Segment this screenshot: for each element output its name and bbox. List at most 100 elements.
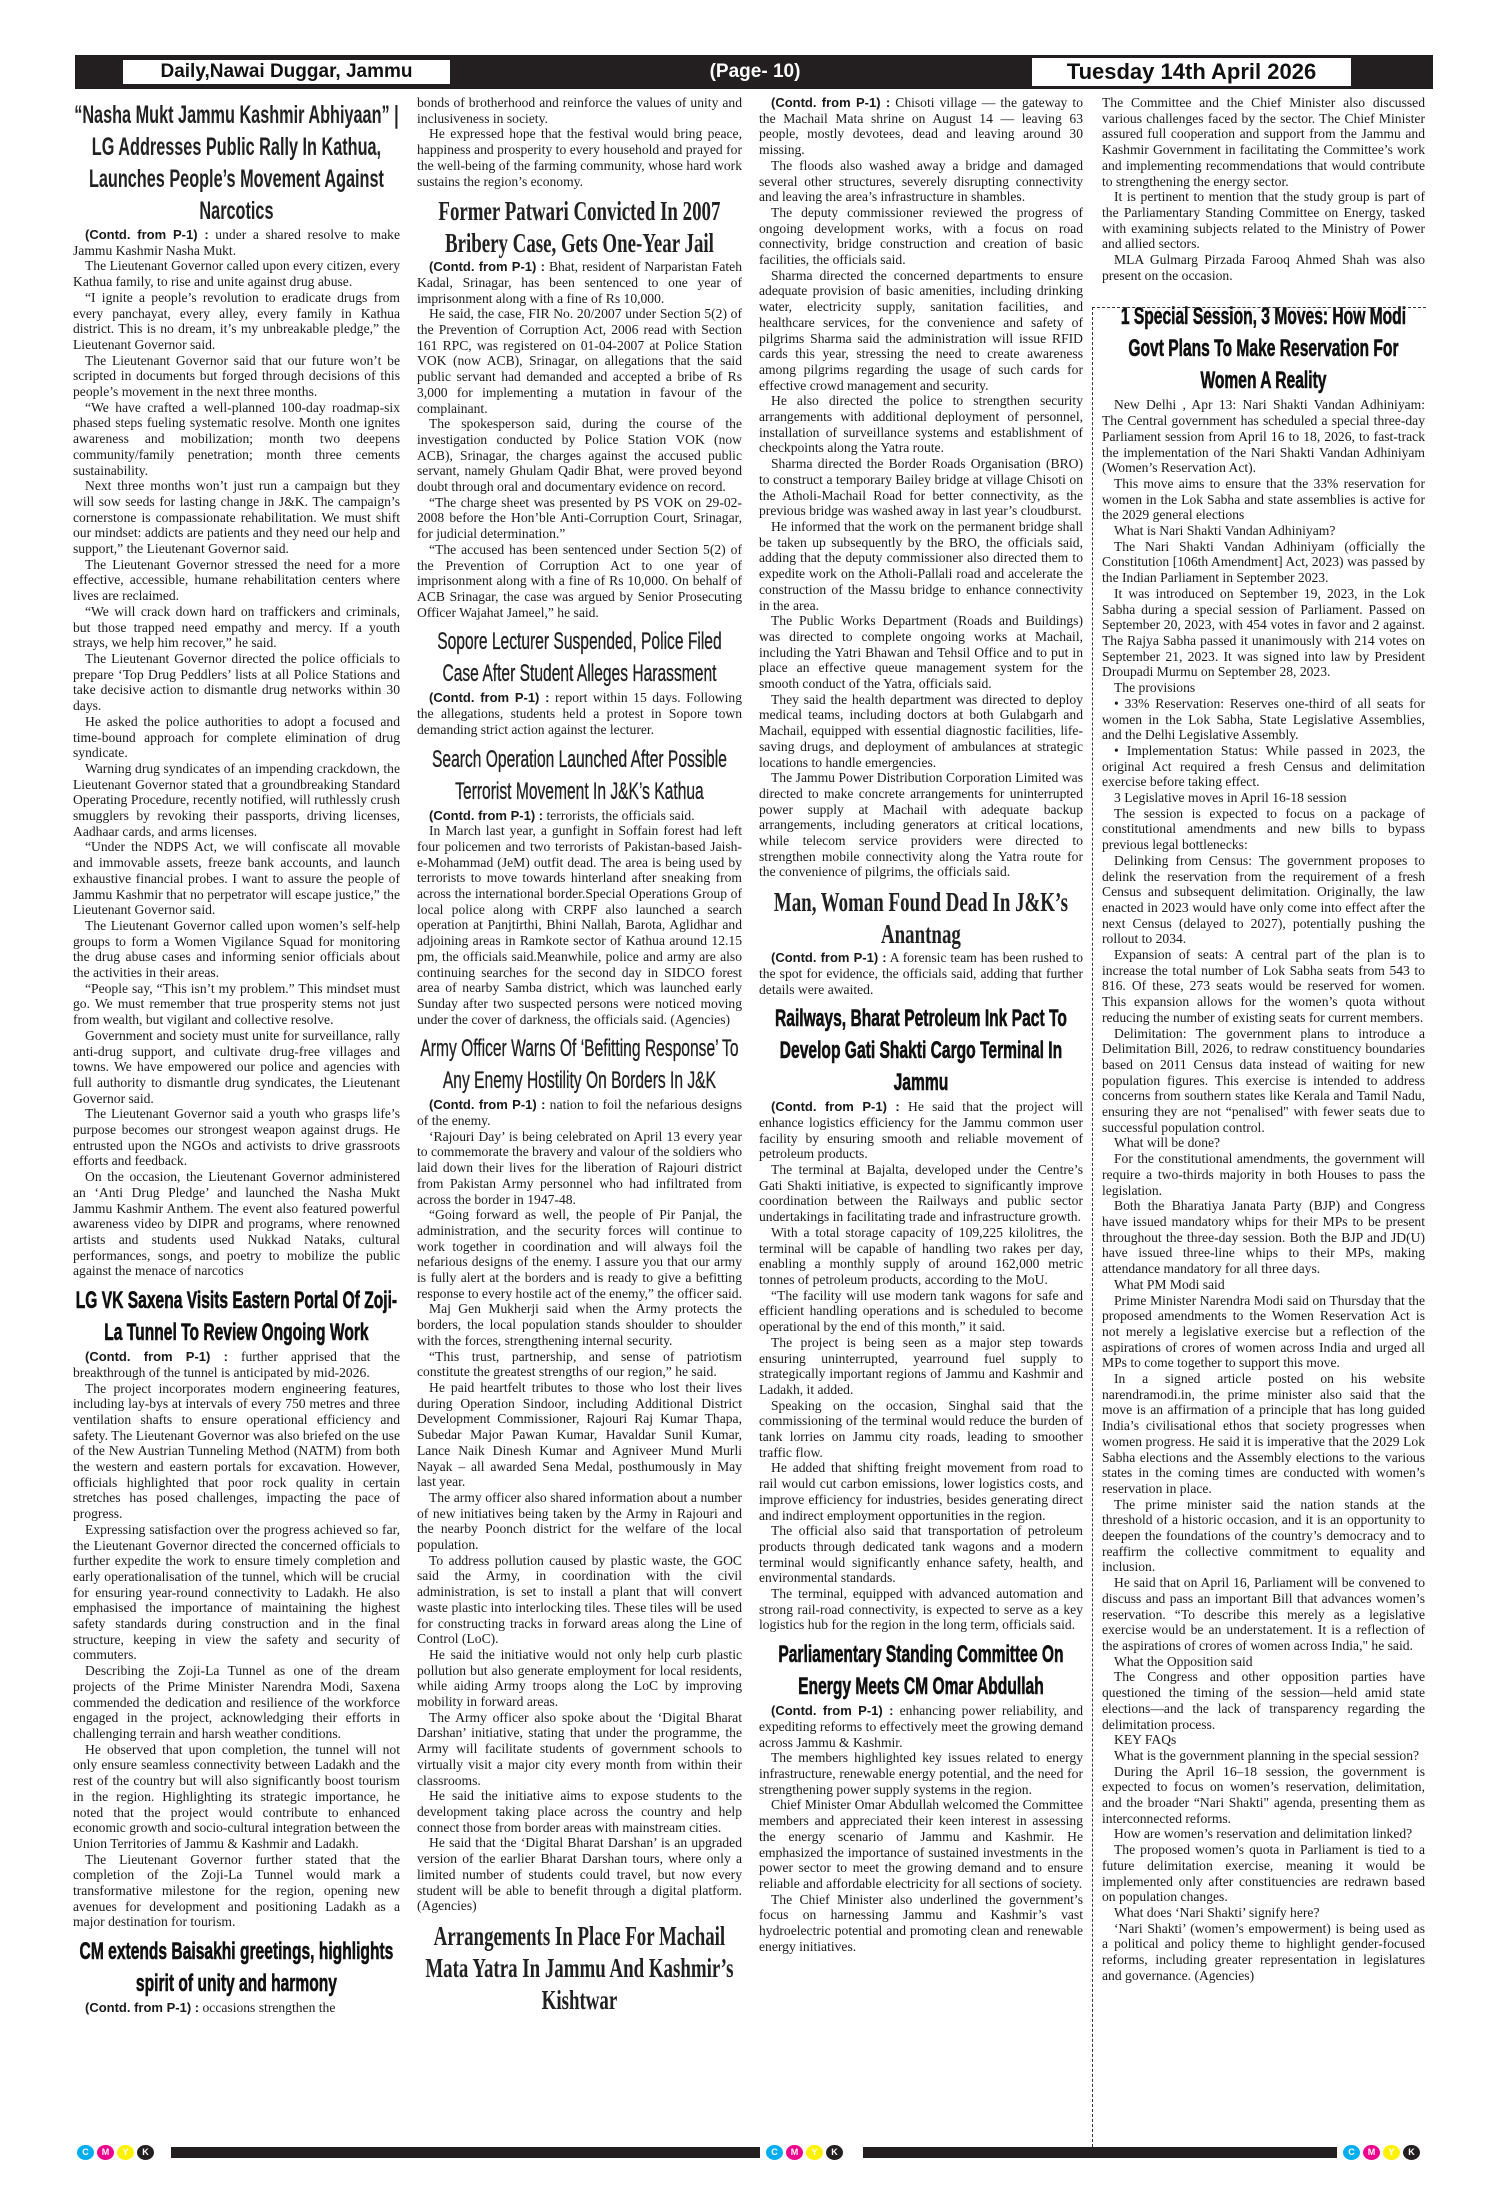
article-continuation: bonds of brotherhood and reinforce the v…: [417, 95, 742, 189]
paragraph-text: further apprised that the breakthrough o…: [73, 1349, 400, 1380]
article-paragraph: The deputy commissioner reviewed the pro…: [759, 204, 1083, 268]
article-paragraph: The proposed women’s quota in Parliament…: [1102, 1842, 1425, 1905]
article-paragraph: The project is being seen as a major ste…: [759, 1334, 1083, 1397]
article-paragraph: (Contd. from P-1) : Chisoti village — th…: [759, 95, 1083, 158]
article-man-woman-found-dead-in-j-k-s-anantnag: Man, Woman Found Dead In J&K’s Anantnag(…: [759, 886, 1083, 997]
paragraph-text: A forensic team has been rushed to the s…: [759, 950, 1083, 997]
paragraph-text: terrorists, the officials said.: [546, 807, 695, 823]
article-paragraph: Speaking on the occasion, Singhal said t…: [759, 1397, 1083, 1460]
article-paragraph: (Contd. from P-1) : He said that the pro…: [759, 1099, 1083, 1162]
headline: Parliamentary Standing Committee On Ener…: [778, 1641, 1064, 1701]
article-paragraph: The Army officer also spoke about the ‘D…: [417, 1709, 742, 1788]
article-paragraph: He said the initiative would not only he…: [417, 1646, 742, 1710]
registration-dot-c: C: [766, 2145, 783, 2160]
article-paragraph: Prime Minister Narendra Modi said on Thu…: [1102, 1292, 1425, 1371]
article-paragraph: The session is expected to focus on a pa…: [1102, 805, 1425, 853]
registration-dot-k: K: [1403, 2145, 1420, 2160]
article-parliamentary-standing-committee-on-ener: Parliamentary Standing Committee On Ener…: [759, 1639, 1083, 1954]
article-paragraph: To address pollution caused by plastic w…: [417, 1552, 742, 1647]
article-paragraph: He expressed hope that the festival woul…: [417, 126, 742, 189]
article-paragraph: In a signed article posted on his websit…: [1102, 1371, 1425, 1496]
article-paragraph: “The facility will use modern tank wagon…: [759, 1287, 1083, 1335]
article-paragraph: The floods also washed away a bridge and…: [759, 157, 1083, 205]
article-paragraph: (Contd. from P-1) : Bhat, resident of Na…: [417, 259, 742, 306]
article-paragraph: “Under the NDPS Act, we will confiscate …: [73, 839, 400, 918]
article-paragraph: The terminal, equipped with advanced aut…: [759, 1586, 1083, 1633]
article-search-operation-launched-after-possible: Search Operation Launched After Possible…: [417, 744, 742, 1028]
article-paragraph: What is the government planning in the s…: [1114, 1747, 1420, 1763]
article-paragraph: In March last year, a gunfight in Soffai…: [417, 823, 742, 1027]
column-4: The Committee and the Chief Minister als…: [1102, 95, 1425, 2143]
article-paragraph: It was introduced on September 19, 2023,…: [1102, 585, 1425, 680]
paragraph-text: enhancing power reliability, and expedit…: [759, 1703, 1083, 1750]
article-paragraph: Sharma directed the Border Roads Organis…: [759, 456, 1083, 519]
article-paragraph: The Lieutenant Governor further stated t…: [73, 1851, 400, 1930]
article-paragraph: What PM Modi said: [1114, 1276, 1225, 1292]
article-paragraph: The Lieutenant Governor called upon ever…: [73, 258, 400, 290]
article-paragraph: MLA Gulmarg Pirzada Farooq Ahmed Shah wa…: [1102, 252, 1425, 283]
article-paragraph: He also directed the police to strengthe…: [759, 393, 1083, 456]
dashed-divider-vertical: [1092, 307, 1093, 2147]
article-paragraph: What will be done?: [1114, 1135, 1221, 1151]
registration-dot-k: K: [137, 2145, 154, 2160]
article-paragraph: The project incorporates modern engineer…: [73, 1380, 400, 1522]
registration-dot-y: Y: [1383, 2145, 1400, 2160]
article-paragraph: Describing the Zoji-La Tunnel as one of …: [73, 1663, 400, 1741]
continued-from-label: (Contd. from P-1) :: [85, 227, 209, 242]
article-paragraph: ‘Nari Shakti’ (women’s empowerment) is b…: [1102, 1920, 1425, 1983]
article-paragraph: How are women’s reservation and delimita…: [1114, 1826, 1413, 1842]
paragraph-text: under a shared resolve to make Jammu Kas…: [73, 227, 400, 258]
continued-from-label: (Contd. from P-1) :: [429, 259, 545, 275]
article-paragraph: The Lieutenant Governor called upon wome…: [73, 917, 400, 981]
continued-from-label: (Contd. from P-1) :: [429, 1097, 546, 1113]
article-paragraph: Delimitation: The government plans to in…: [1102, 1025, 1425, 1135]
article-paragraph: He said that the ‘Digital Bharat Darshan…: [417, 1835, 742, 1914]
continued-from-label: (Contd. from P-1) :: [771, 1703, 894, 1719]
article-arrangements-in-place-for-machail-mata-y: Arrangements In Place For Machail Mata Y…: [417, 1920, 742, 2016]
paragraph-text: report within 15 days. Following the all…: [417, 690, 742, 737]
article-former-patwari-convicted-in-2007-bribery: Former Patwari Convicted In 2007 Bribery…: [417, 195, 742, 620]
article-paragraph: What does ‘Nari Shakti’ signify here?: [1114, 1904, 1320, 1920]
article-paragraph: For the constitutional amendments, the g…: [1102, 1151, 1425, 1198]
article-paragraph: (Contd. from P-1) : further apprised tha…: [73, 1349, 400, 1380]
registration-dot-y: Y: [806, 2145, 823, 2160]
article-1-special-session-3-moves-how-modi-govt-: 1 Special Session, 3 Moves: How Modi Gov…: [1102, 301, 1425, 1983]
article-paragraph: The spokesperson said, during the course…: [417, 416, 742, 495]
article-paragraph: The provisions: [1114, 680, 1196, 696]
article-paragraph: (Contd. from P-1) : report within 15 day…: [417, 690, 742, 737]
article-paragraph: Next three months won’t just run a campa…: [73, 478, 400, 557]
article-paragraph: New Delhi , Apr 13: Nari Shakti Vandan A…: [1102, 397, 1425, 476]
registration-dot-m: M: [1363, 2145, 1380, 2160]
article-sopore-lecturer-suspended-police-filed-c: Sopore Lecturer Suspended, Police Filed …: [417, 626, 742, 737]
article-continuation: (Contd. from P-1) : Chisoti village — th…: [759, 95, 1083, 880]
article-paragraph: The Jammu Power Distribution Corporation…: [759, 770, 1083, 880]
article-paragraph: Expressing satisfaction over the progres…: [73, 1521, 400, 1663]
headline: Arrangements In Place For Machail Mata Y…: [425, 1920, 734, 2015]
article-continuation: The Committee and the Chief Minister als…: [1102, 95, 1425, 283]
article-paragraph: The Lieutenant Governor said a youth who…: [73, 1106, 400, 1169]
article-paragraph: Expansion of seats: A central part of th…: [1102, 947, 1425, 1025]
page-number: (Page- 10): [709, 61, 801, 82]
article-paragraph: With a total storage capacity of 109,225…: [759, 1224, 1083, 1287]
footer-bar: [171, 2147, 760, 2158]
article-lg-vk-saxena-visits-eastern-portal-of-zo: LG VK Saxena Visits Eastern Portal Of Zo…: [73, 1285, 400, 1930]
continued-from-label: (Contd. from P-1) :: [771, 95, 891, 110]
headline: Railways, Bharat Petroleum Ink Pact To D…: [775, 1005, 1067, 1097]
article-paragraph: He added that shifting freight movement …: [759, 1460, 1083, 1523]
article-paragraph: The Lieutenant Governor stressed the nee…: [73, 556, 400, 604]
article-paragraph: Chief Minister Omar Abdullah welcomed th…: [759, 1797, 1083, 1891]
article-paragraph: “I ignite a people’s revolution to eradi…: [73, 289, 400, 352]
article-paragraph: On the occasion, the Lieutenant Governor…: [73, 1169, 400, 1279]
article-paragraph: ‘Rajouri Day’ is being celebrated on Apr…: [417, 1128, 742, 1207]
headline: Man, Woman Found Dead In J&K’s Anantnag: [773, 887, 1068, 950]
article-nasha-mukt-jammu-kashmir-abhiyaan-lg-add: “Nasha Mukt Jammu Kashmir Abhiyaan” | LG…: [73, 99, 400, 1279]
article-paragraph: The Committee and the Chief Minister als…: [1102, 95, 1425, 189]
continued-from-label: (Contd. from P-1) :: [429, 807, 544, 823]
article-paragraph: “People say, “This isn’t my problem.” Th…: [73, 980, 400, 1028]
headline: Search Operation Launched After Possible…: [432, 745, 727, 805]
column-2: bonds of brotherhood and reinforce the v…: [417, 95, 742, 2143]
article-paragraph: The terminal at Bajalta, developed under…: [759, 1162, 1083, 1225]
registration-dot-c: C: [1343, 2145, 1360, 2160]
registration-dot-c: C: [77, 2145, 94, 2160]
